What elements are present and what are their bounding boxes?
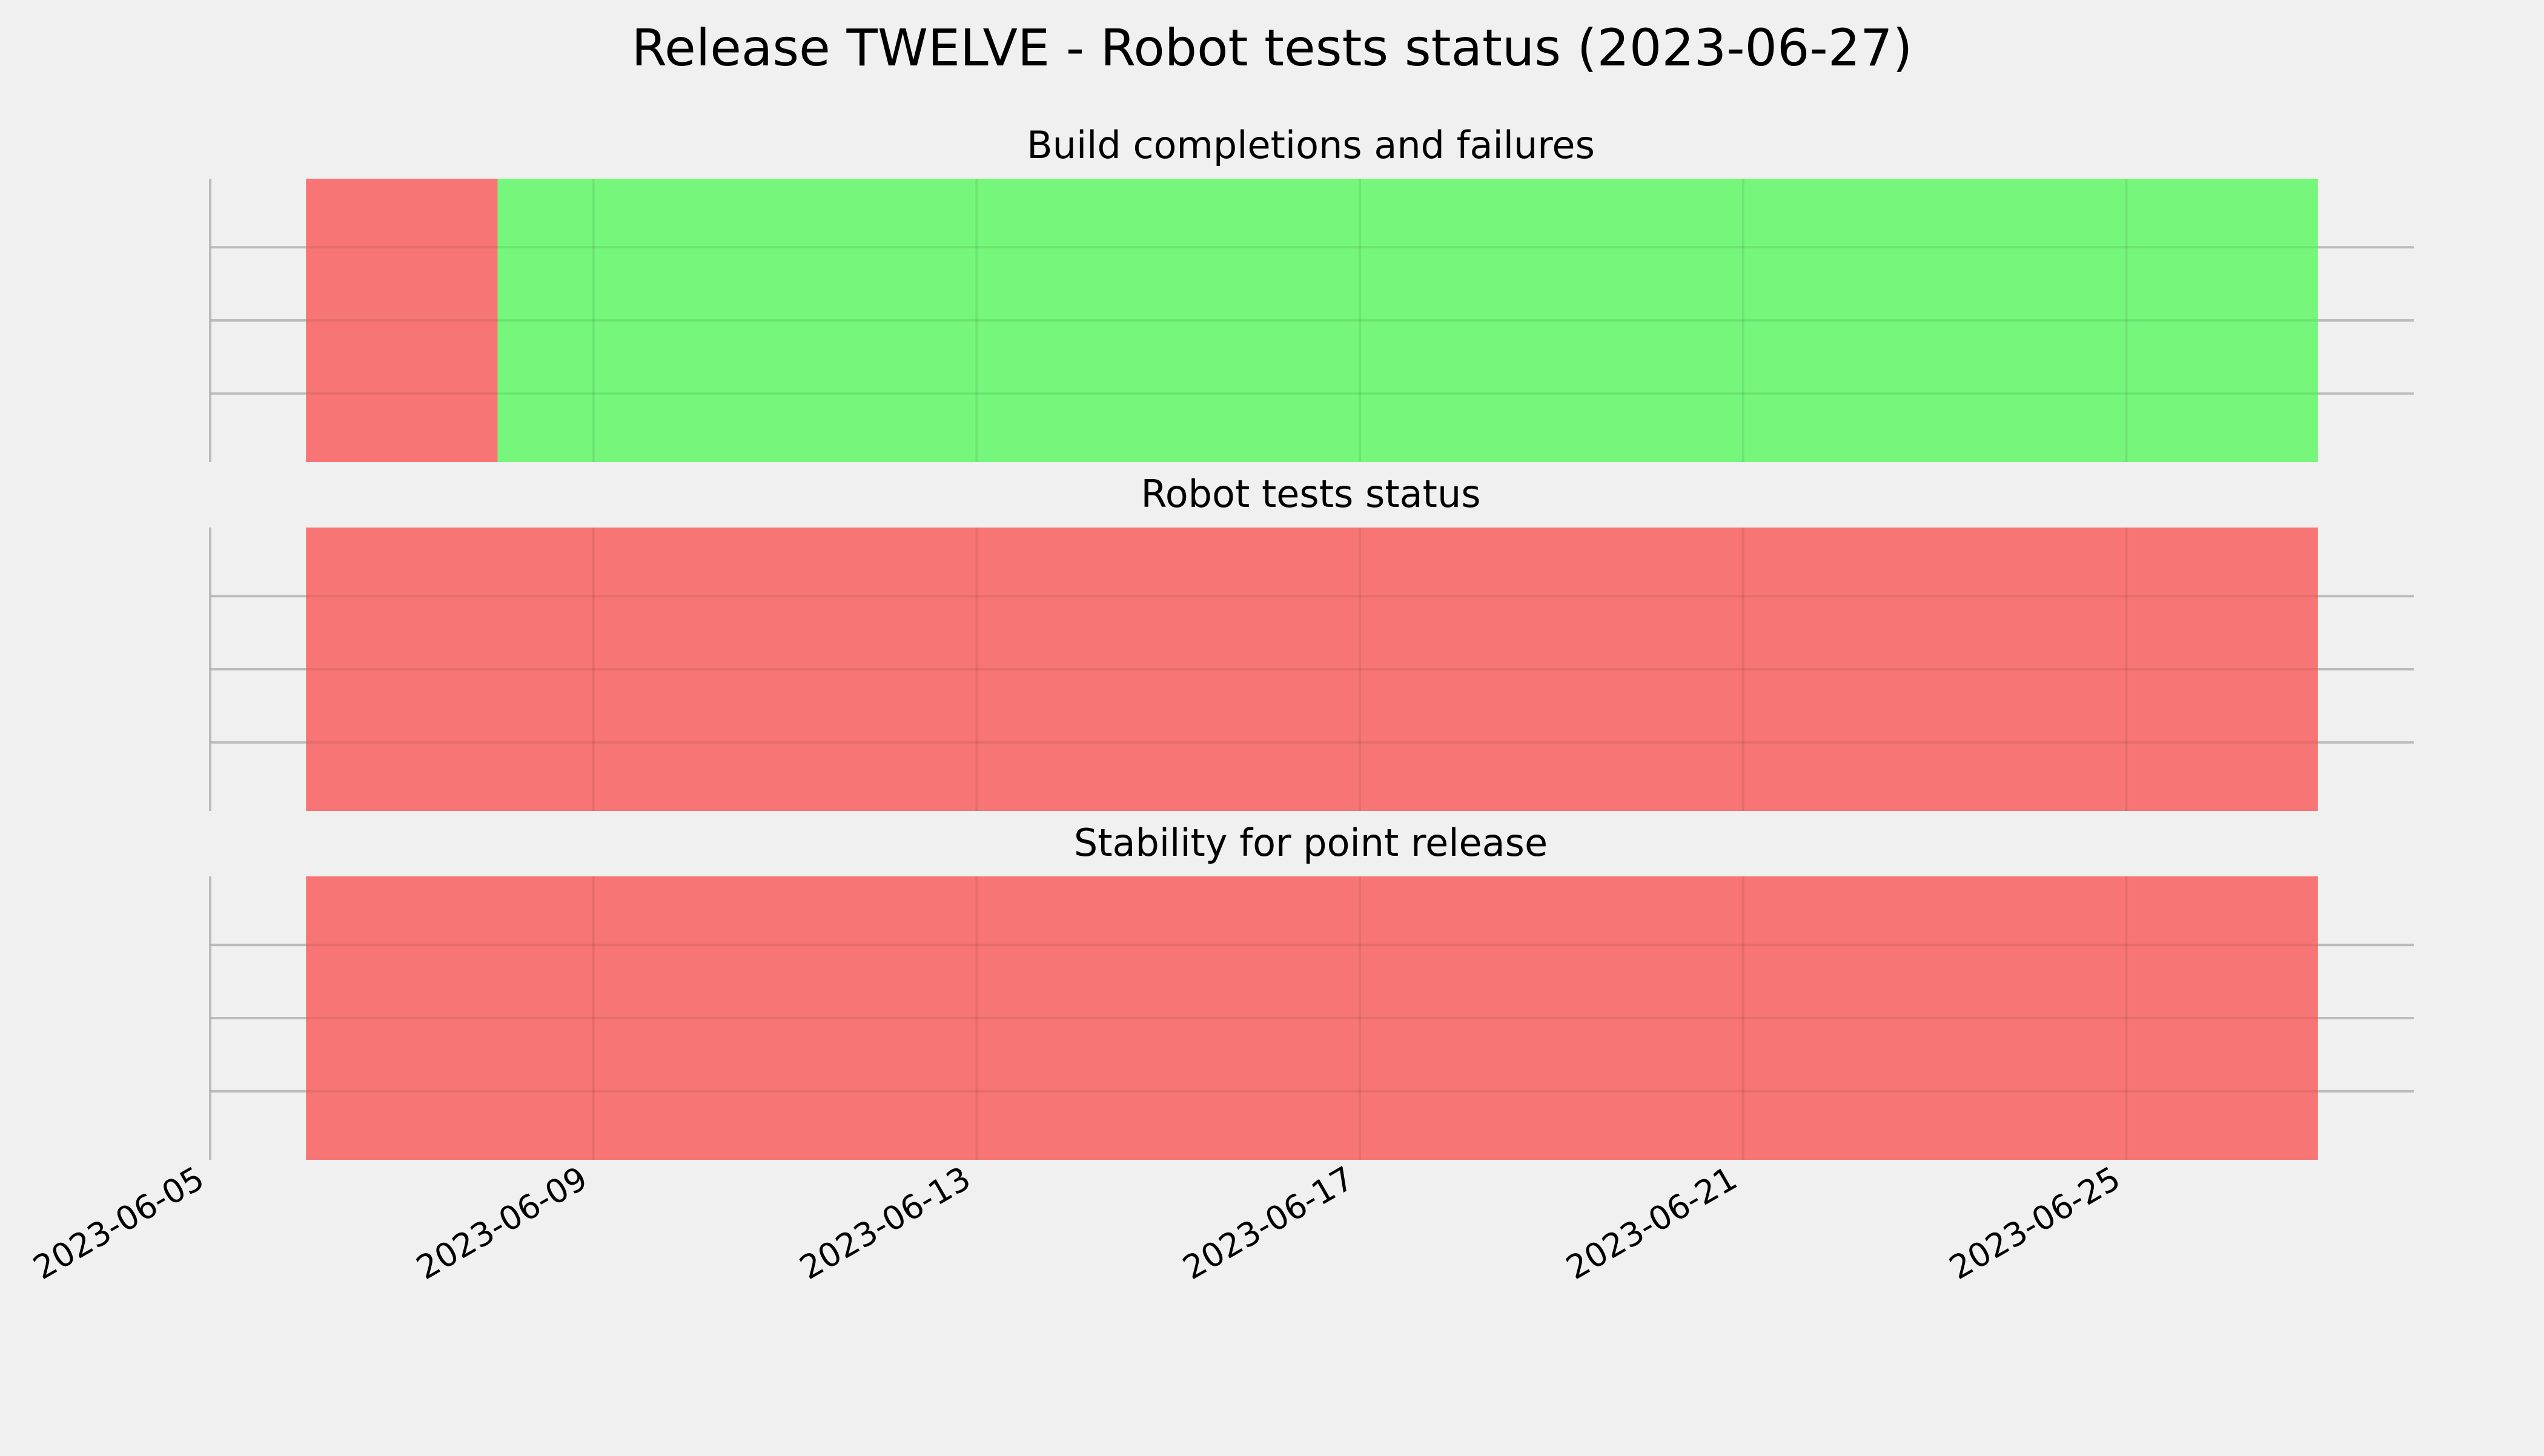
chart-panels: Build completions and failures Robot test… bbox=[27, 123, 2414, 1287]
chart-panel-2: Robot tests status bbox=[209, 472, 2414, 811]
status-segment-fail bbox=[306, 179, 498, 462]
figure-title: Release TWELVE - Robot tests status (202… bbox=[632, 18, 1913, 78]
status-segment-fail bbox=[306, 528, 2318, 811]
x-tick-label: 2023-06-13 bbox=[793, 1159, 977, 1287]
status-segment-fail bbox=[306, 876, 2318, 1160]
panel-title: Stability for point release bbox=[1074, 821, 1548, 865]
chart-panel-1: Build completions and failures bbox=[209, 123, 2414, 462]
x-tick-label: 2023-06-09 bbox=[410, 1159, 594, 1287]
x-tick-label: 2023-06-17 bbox=[1176, 1159, 1360, 1287]
chart-panel-3: Stability for point release 2023-06-05 202… bbox=[27, 821, 2414, 1287]
status-segment-pass bbox=[497, 179, 2318, 462]
x-tick-label: 2023-06-25 bbox=[1943, 1159, 2127, 1287]
panel-title: Robot tests status bbox=[1141, 472, 1480, 516]
panel-title: Build completions and failures bbox=[1027, 123, 1595, 167]
x-tick-label: 2023-06-05 bbox=[27, 1159, 210, 1287]
x-tick-label: 2023-06-21 bbox=[1560, 1159, 1743, 1287]
